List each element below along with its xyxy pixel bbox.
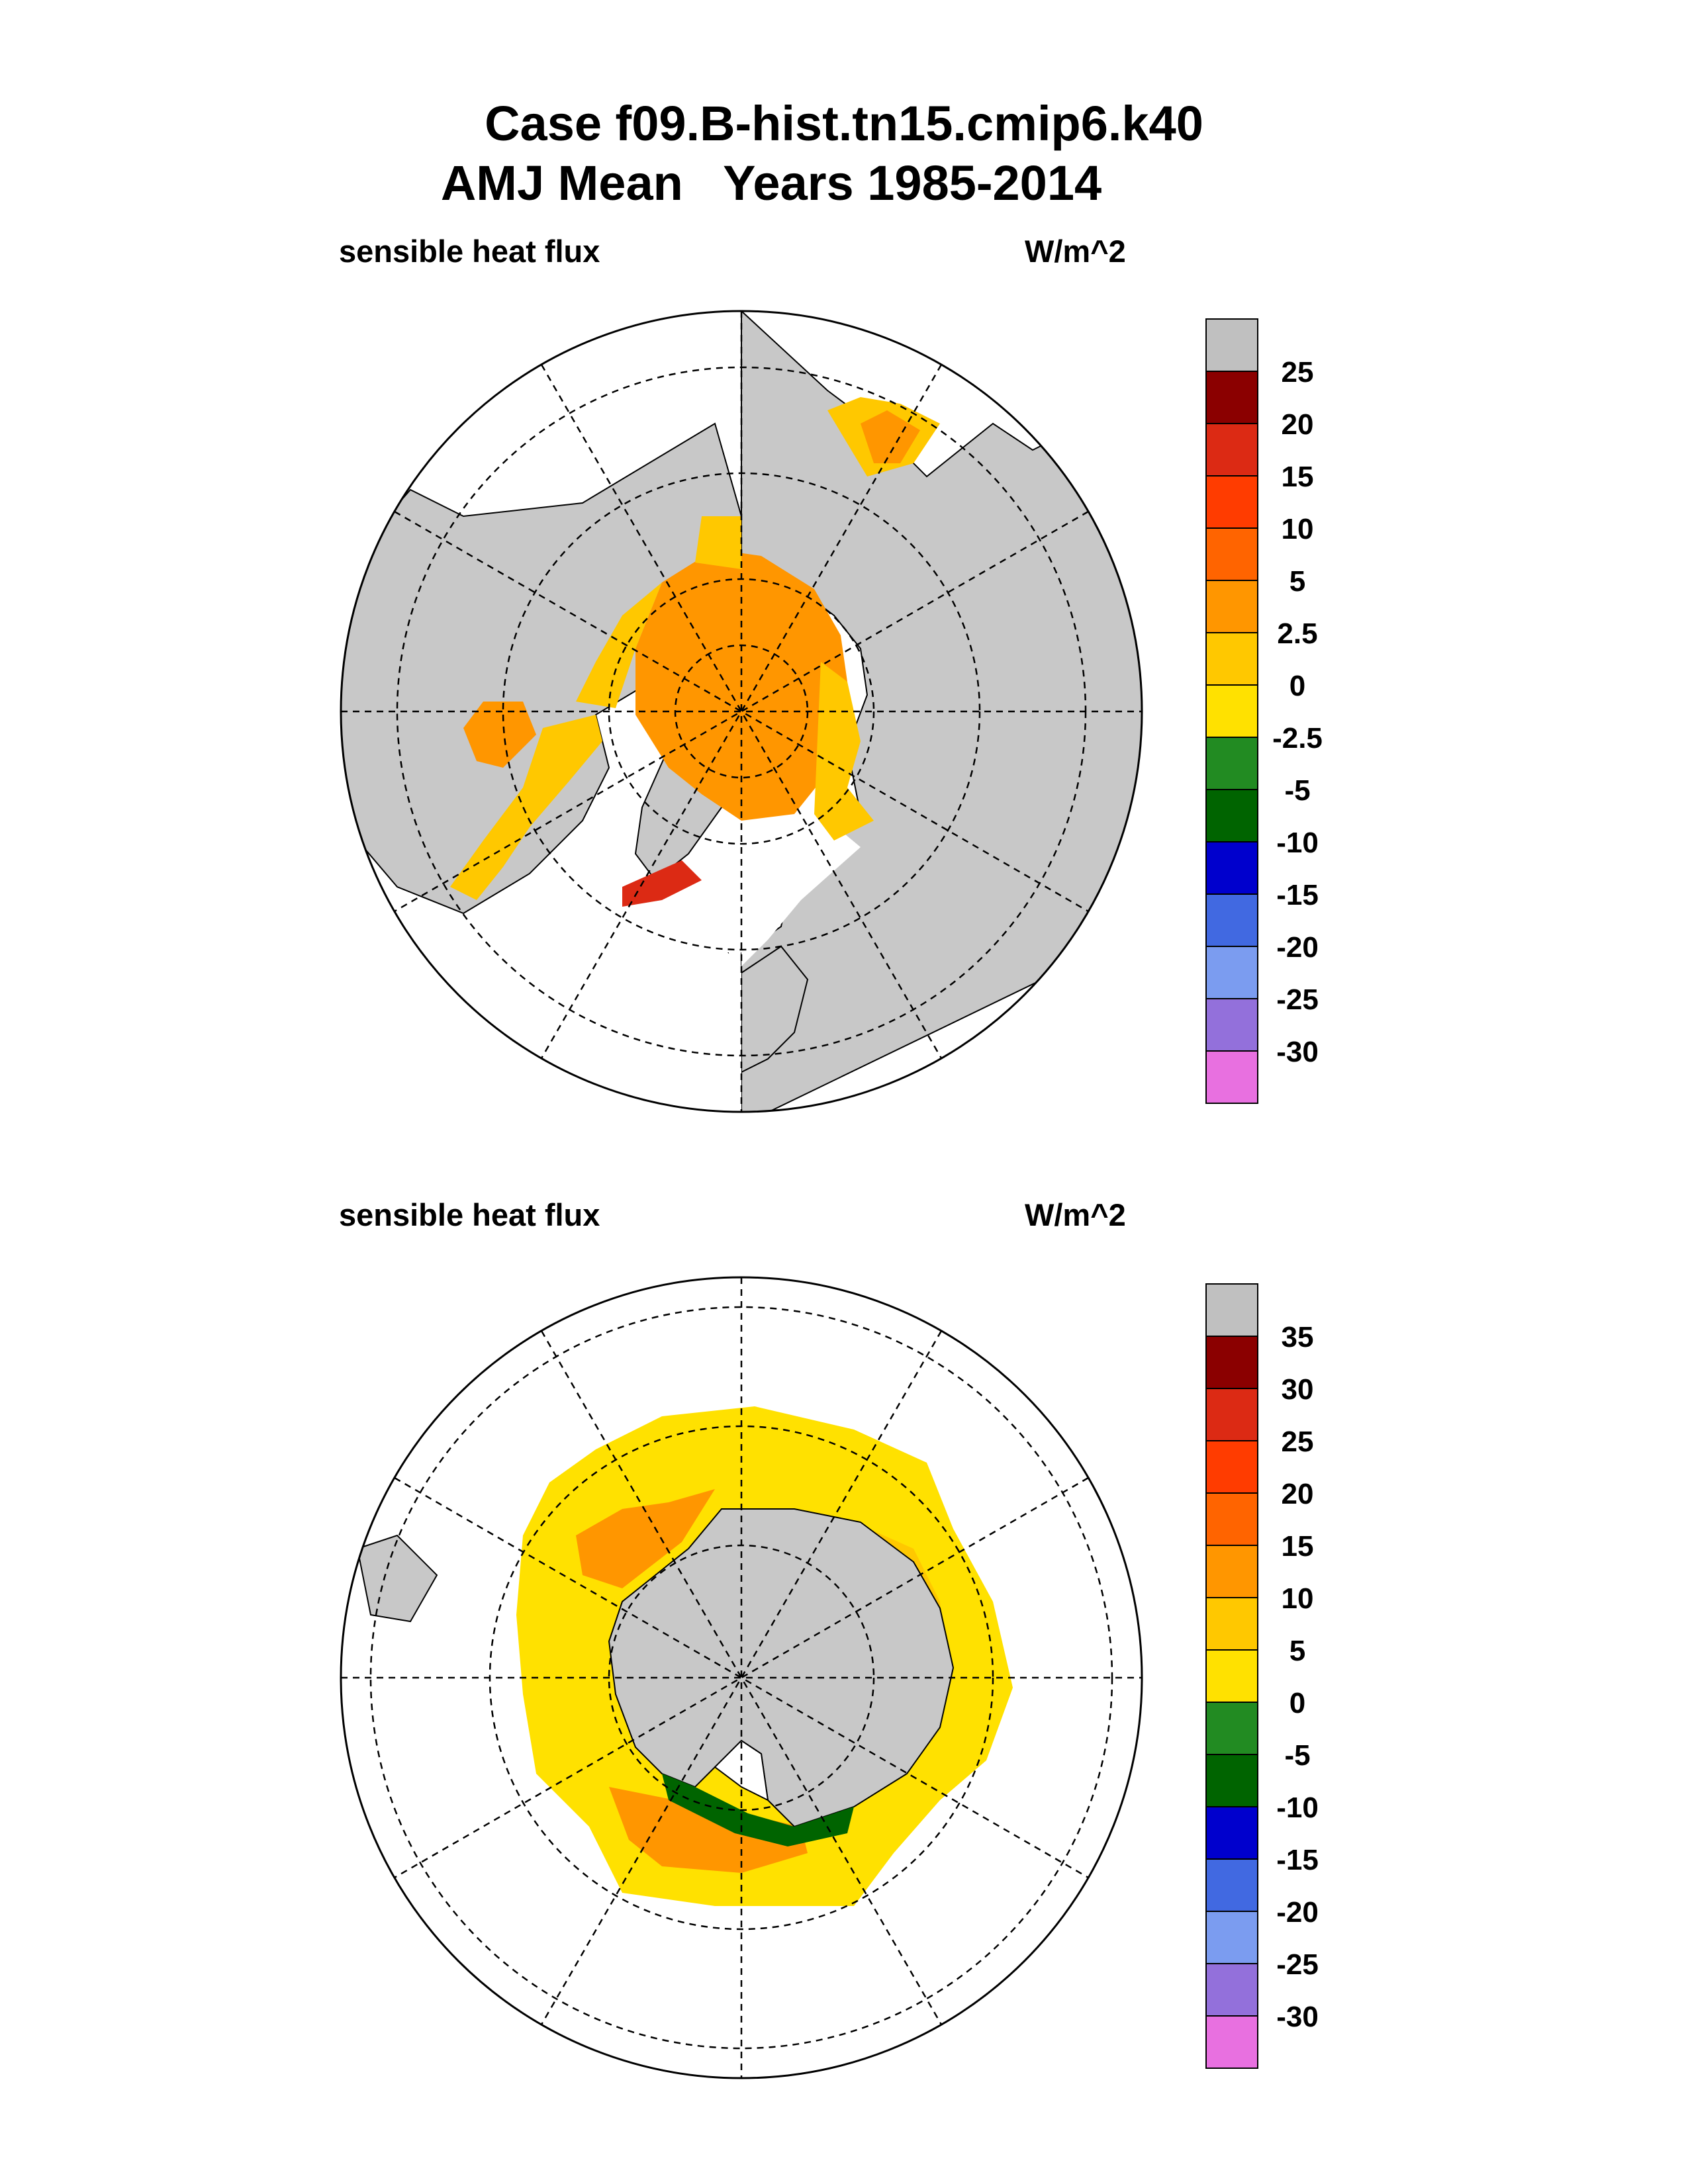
colorbar-tick-label: -10 [1276, 827, 1319, 859]
panel1-units-label: W/m^2 [1025, 234, 1126, 269]
colorbar-tick-label: -5 [1284, 774, 1310, 807]
panel2-units-label: W/m^2 [1025, 1197, 1126, 1232]
colorbar-tick-label: 5 [1289, 1635, 1305, 1667]
colorbar-swatch [1205, 1911, 1258, 1964]
colorbar-south: 35 30 25 20 15 10 5 0 -5 -10 -15 -20 -25 -30 [1205, 1283, 1319, 2069]
colorbar-tick-label: 10 [1282, 1582, 1314, 1615]
south-polar-map [340, 1276, 1143, 2079]
colorbar-tick-label: 20 [1282, 408, 1314, 441]
south-graticule [341, 1277, 1142, 2078]
colorbar-swatch [1205, 1649, 1258, 1703]
colorbar-swatch [1205, 527, 1258, 581]
north-land [341, 311, 1142, 1112]
colorbar-tick-label: -20 [1276, 1896, 1319, 1929]
panel1-variable-label: sensible heat flux [339, 234, 600, 269]
colorbar-swatch [1205, 1388, 1258, 1441]
figure-title-line1: Case f09.B-hist.tn15.cmip6.k40 [485, 96, 1203, 151]
colorbar-swatch [1205, 841, 1258, 895]
colorbar-overflow-swatch [1205, 1283, 1258, 1337]
colorbar-swatch [1205, 1858, 1258, 1912]
colorbar-tick-label: 0 [1289, 1687, 1305, 1719]
colorbar-tick-label: -30 [1276, 2001, 1319, 2033]
north-polar-map [340, 310, 1143, 1113]
north-graticule [341, 311, 1142, 1112]
colorbar-swatch [1205, 580, 1258, 633]
colorbar-swatch [1205, 475, 1258, 529]
colorbar-overflow-swatch [1205, 318, 1258, 372]
colorbar-tick-label: 2.5 [1277, 617, 1317, 650]
colorbar-tick-label: -15 [1276, 879, 1319, 911]
colorbar-swatch [1205, 1597, 1258, 1651]
colorbar-swatch [1205, 737, 1258, 790]
colorbar-swatch [1205, 1492, 1258, 1546]
colorbar-tick-label: 35 [1282, 1321, 1314, 1353]
colorbar-swatch [1205, 371, 1258, 424]
colorbar-swatch [1205, 1336, 1258, 1389]
colorbar-tick-label: 20 [1282, 1478, 1314, 1510]
colorbar-swatch [1205, 789, 1258, 842]
colorbar-tick-label: -25 [1276, 1948, 1319, 1981]
colorbar-swatch [1205, 684, 1258, 738]
colorbar-tick-label: 15 [1282, 461, 1314, 493]
colorbar-swatch [1205, 1440, 1258, 1494]
colorbar-tick-label: -25 [1276, 983, 1319, 1016]
colorbar-tick-label: -30 [1276, 1036, 1319, 1068]
colorbar-north: 25 20 15 10 5 2.5 0 -2.5 -5 -10 -15 -20 -25 -30 [1205, 318, 1323, 1104]
colorbar-tick-label: -2.5 [1272, 722, 1323, 754]
colorbar-tick-label: 10 [1282, 513, 1314, 545]
colorbar-swatch [1205, 632, 1258, 686]
colorbar-tick-label: 15 [1282, 1530, 1314, 1563]
colorbar-swatch [1205, 946, 1258, 999]
colorbar-tick-label: -15 [1276, 1844, 1319, 1876]
colorbar-swatch [1205, 893, 1258, 947]
colorbar-tick-label: 25 [1282, 356, 1314, 388]
colorbar-tick-label: -10 [1276, 1792, 1319, 1824]
colorbar-swatch [1205, 1754, 1258, 1807]
colorbar-tick-label: 30 [1282, 1373, 1314, 1406]
colorbar-swatch [1205, 1806, 1258, 1860]
panel2-variable-label: sensible heat flux [339, 1197, 600, 1232]
figure-title-line2: AMJ Mean Years 1985-2014 [440, 156, 1102, 210]
colorbar-swatch [1205, 1050, 1258, 1104]
colorbar-tick-label: -5 [1284, 1739, 1310, 1772]
colorbar-tick-label: 0 [1289, 670, 1305, 702]
colorbar-swatch [1205, 1545, 1258, 1598]
colorbar-tick-label: 5 [1289, 565, 1305, 598]
colorbar-swatch [1205, 1963, 1258, 2017]
colorbar-swatch [1205, 2015, 1258, 2069]
colorbar-swatch [1205, 1702, 1258, 1755]
colorbar-tick-label: 25 [1282, 1426, 1314, 1458]
colorbar-swatch [1205, 423, 1258, 477]
colorbar-swatch [1205, 998, 1258, 1052]
colorbar-tick-label: -20 [1276, 931, 1319, 964]
